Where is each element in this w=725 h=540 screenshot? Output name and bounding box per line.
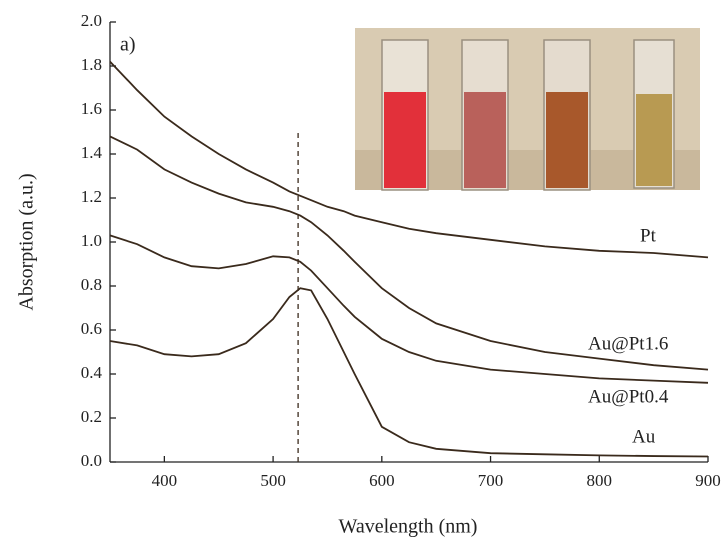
series-label: Pt xyxy=(640,225,657,246)
panel-label: a) xyxy=(120,34,136,56)
chart: a) Wavelength (nm) Absorption (a.u.) 0.0… xyxy=(0,0,725,540)
y-axis-title: Absorption (a.u.) xyxy=(16,173,38,310)
x-tick-label: 600 xyxy=(369,471,395,490)
y-tick-label: 0.8 xyxy=(81,275,102,294)
y-tick-label: 0.6 xyxy=(81,319,102,338)
series-label: Au@Pt1.6 xyxy=(588,333,668,354)
y-tick-label: 1.4 xyxy=(81,143,103,162)
x-tick-label: 900 xyxy=(695,471,721,490)
page: a) Wavelength (nm) Absorption (a.u.) 0.0… xyxy=(0,0,725,540)
inset-photo xyxy=(355,28,700,190)
cuvette xyxy=(382,40,428,190)
series-line xyxy=(110,288,708,456)
y-tick-label: 1.2 xyxy=(81,187,102,206)
y-tick-label: 1.8 xyxy=(81,55,102,74)
x-tick-label: 400 xyxy=(152,471,178,490)
x-tick-label: 800 xyxy=(587,471,613,490)
x-axis-title: Wavelength (nm) xyxy=(339,516,478,538)
y-tick-label: 0.4 xyxy=(81,363,103,382)
series-label: Au xyxy=(632,426,656,447)
y-tick-label: 0.2 xyxy=(81,407,102,426)
cuvette xyxy=(462,40,508,190)
x-tick-label: 500 xyxy=(260,471,286,490)
y-tick-label: 1.6 xyxy=(81,99,102,118)
cuvette xyxy=(544,40,590,190)
y-tick-label: 1.0 xyxy=(81,231,102,250)
y-tick-label: 2.0 xyxy=(81,11,102,30)
y-tick-label: 0.0 xyxy=(81,451,102,470)
series-label: Au@Pt0.4 xyxy=(588,386,669,407)
cuvette xyxy=(634,40,674,188)
x-tick-label: 700 xyxy=(478,471,504,490)
